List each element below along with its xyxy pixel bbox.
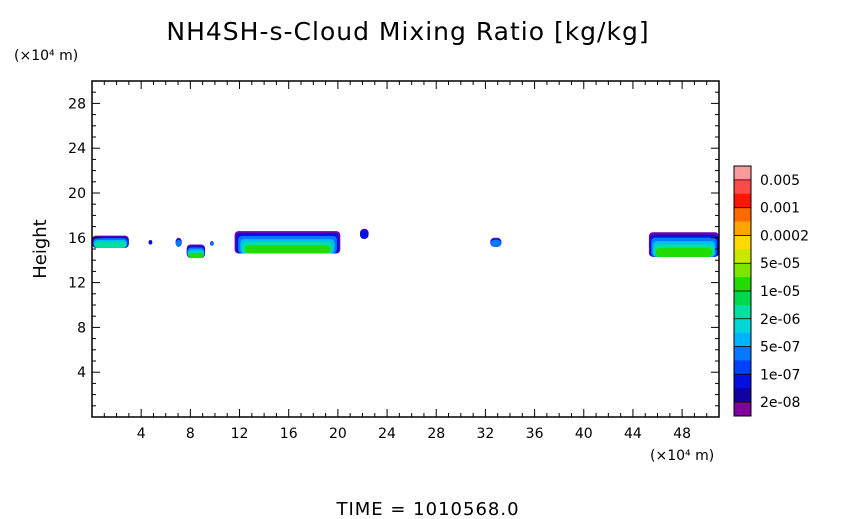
colorbar-swatch (734, 346, 751, 361)
colorbar-swatch (734, 291, 751, 306)
colorbar-swatch (734, 249, 751, 264)
x-tick-label: 16 (280, 426, 298, 442)
cloud-band (244, 245, 331, 254)
colorbar-label: 5e-05 (760, 256, 800, 272)
cloud-band (175, 239, 182, 247)
y-axis-label: Height (30, 219, 51, 279)
plot-frame (91, 80, 720, 418)
colorbar-swatch (734, 235, 751, 250)
cloud-band (655, 248, 713, 257)
colorbar-label: 2e-08 (760, 395, 800, 411)
colorbar-swatch (734, 318, 751, 333)
colorbar-label: 2e-06 (760, 312, 800, 328)
cloud-band (490, 239, 501, 247)
y-tick-label: 24 (68, 141, 86, 157)
cloud-band (360, 229, 369, 239)
colorbar-label: 1e-07 (760, 367, 800, 383)
x-tick-label: 44 (624, 426, 642, 442)
colorbar-swatch (734, 304, 751, 320)
colorbar: 0.005 0.001 0.0002 5e-05 1e-05 2e-06 5e-07 1e-0… (733, 165, 809, 417)
x-tick-label: 36 (526, 426, 544, 442)
colorbar-label: 0.0002 (760, 228, 809, 244)
colorbar-swatch (734, 374, 751, 389)
y-tick-label: 4 (77, 365, 86, 381)
colorbar-swatch (734, 221, 751, 236)
x-tick-label: 20 (329, 426, 347, 442)
y-tick-label: 16 (68, 231, 86, 247)
x-tick-label: 32 (476, 426, 494, 442)
x-unit-label: (×10⁴ m) (650, 448, 714, 464)
colorbar-label: 5e-07 (760, 340, 800, 356)
colorbar-label: 0.005 (760, 173, 800, 189)
cloud-field (92, 228, 719, 258)
colorbar-swatch (734, 263, 751, 278)
cloud-band (94, 241, 127, 248)
colorbar-swatch (734, 360, 751, 375)
y-axis-ticks: 4 8 12 16 20 24 28 (68, 91, 719, 407)
x-tick-label: 4 (137, 426, 146, 442)
y-tick-label: 28 (68, 96, 86, 112)
colorbar-swatch (734, 207, 751, 222)
x-tick-label: 8 (186, 426, 195, 442)
colorbar-swatch (734, 388, 751, 403)
colorbar-swatch (734, 179, 751, 195)
y-tick-label: 20 (68, 186, 86, 202)
chart-title: NH4SH-s-Cloud Mixing Ratio [kg/kg] (166, 17, 649, 46)
x-tick-label: 24 (378, 426, 396, 442)
colorbar-label: 1e-05 (760, 284, 800, 300)
x-tick-label: 40 (575, 426, 593, 442)
x-tick-label: 28 (427, 426, 445, 442)
x-axis-ticks: 4 8 12 16 20 24 28 32 36 40 44 48 (103, 81, 708, 442)
y-tick-label: 12 (68, 276, 86, 292)
cloud-band (148, 240, 153, 245)
colorbar-swatch (734, 193, 751, 208)
colorbar-swatch (734, 332, 751, 347)
colorbar-label: 0.001 (760, 201, 800, 217)
cloud-band (210, 242, 214, 246)
colorbar-swatch (734, 402, 751, 417)
x-tick-label: 48 (673, 426, 691, 442)
colorbar-swatch (734, 277, 751, 292)
time-label: TIME = 1010568.0 (335, 499, 519, 519)
colorbar-swatch (734, 166, 751, 181)
y-tick-label: 8 (77, 320, 86, 336)
cloud-band (188, 253, 204, 258)
y-unit-label: (×10⁴ m) (14, 48, 78, 64)
x-tick-label: 12 (231, 426, 249, 442)
